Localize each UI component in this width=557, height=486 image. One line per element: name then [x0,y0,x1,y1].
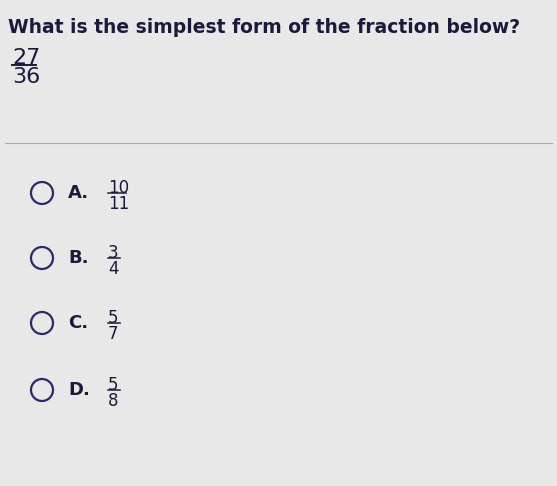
Text: C.: C. [68,314,88,332]
Text: 10: 10 [108,179,129,197]
Text: 3: 3 [108,244,119,262]
Text: B.: B. [68,249,89,267]
Text: 4: 4 [108,260,119,278]
Text: 5: 5 [108,376,119,394]
Text: What is the simplest form of the fraction below?: What is the simplest form of the fractio… [8,18,520,37]
Text: D.: D. [68,381,90,399]
Text: 36: 36 [12,67,40,87]
Text: 27: 27 [12,48,40,68]
Text: 8: 8 [108,392,119,410]
Text: 5: 5 [108,309,119,327]
Text: 11: 11 [108,195,129,213]
Text: A.: A. [68,184,89,202]
Text: 7: 7 [108,325,119,343]
